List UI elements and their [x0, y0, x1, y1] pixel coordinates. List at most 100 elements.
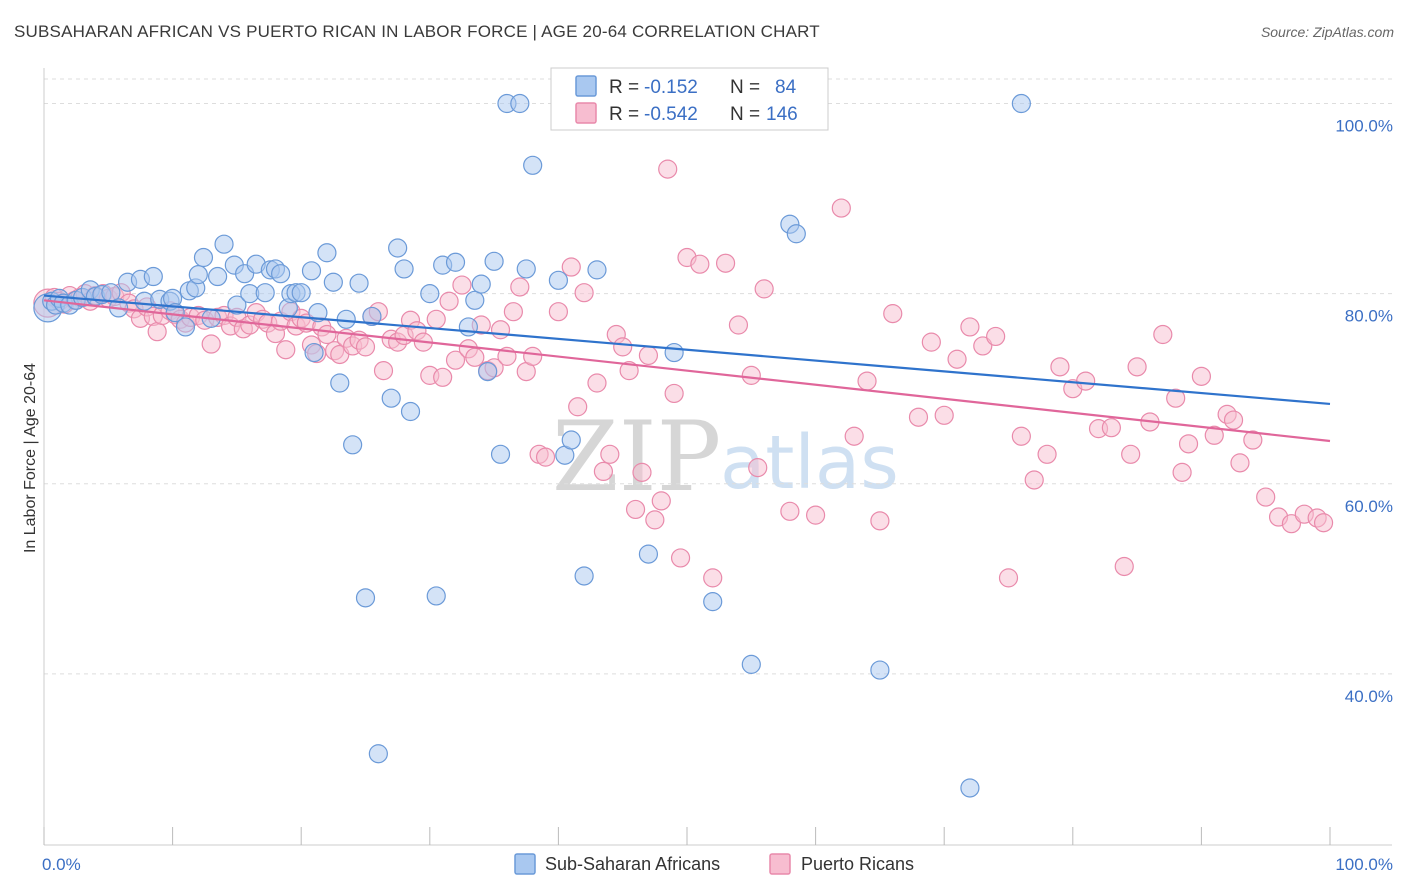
blue-point-56	[394, 259, 414, 279]
pink-point-127	[1024, 470, 1044, 490]
trend-lines	[43, 294, 1331, 443]
trend-line-blue	[43, 294, 1331, 406]
legend-r-value-pink: -0.542	[644, 104, 698, 125]
pink-point-116	[870, 511, 890, 531]
blue-point-43	[304, 342, 324, 363]
pink-point-75	[490, 320, 511, 340]
x-tick-label-min: 0.0%	[42, 855, 81, 874]
pink-point-94	[632, 462, 652, 482]
blue-point-46	[323, 272, 343, 292]
pink-point-105	[728, 315, 749, 335]
pink-point-115	[857, 371, 877, 391]
blue-point-84	[960, 778, 980, 798]
pink-point-143	[1204, 425, 1224, 445]
pink-point-133	[1101, 418, 1121, 438]
pink-point-129	[1050, 357, 1070, 377]
pink-point-83	[548, 302, 569, 322]
blue-point-27	[208, 266, 228, 287]
blue-point-59	[426, 586, 446, 606]
blue-point-64	[471, 274, 491, 294]
pink-point-138	[1153, 324, 1173, 345]
blue-point-76	[587, 260, 607, 280]
watermark-atlas: atlas	[720, 420, 899, 506]
pink-point-82	[535, 447, 556, 467]
pink-point-121	[947, 349, 967, 369]
trend-line-pink	[43, 299, 1331, 443]
pink-point-153	[1313, 513, 1334, 533]
chart-title: SUBSAHARAN AFRICAN VS PUERTO RICAN IN LA…	[14, 22, 820, 41]
pink-point-48	[317, 324, 337, 345]
blue-point-74	[561, 430, 581, 450]
correlation-legend: R = -0.152 N = 84 R = -0.542 N = 146	[550, 67, 829, 131]
pink-point-96	[645, 510, 665, 530]
pink-point-69	[452, 275, 472, 295]
blue-point-77	[638, 544, 659, 564]
pink-point-78	[510, 277, 530, 297]
pink-point-123	[973, 336, 993, 356]
pink-point-95	[638, 345, 659, 366]
pink-point-88	[593, 461, 614, 482]
pink-point-134	[1114, 556, 1134, 577]
blue-point-75	[574, 566, 594, 586]
blue-point-49	[343, 435, 363, 455]
series-legend: Sub-Saharan Africans Puerto Ricans	[514, 853, 914, 875]
pink-point-114	[844, 426, 864, 446]
pink-point-77	[503, 302, 523, 322]
pink-point-106	[741, 365, 761, 385]
blue-point-67	[490, 444, 511, 464]
bottom-legend-swatch-pink	[769, 853, 791, 875]
pink-point-142	[1191, 366, 1212, 386]
pink-point-99	[664, 383, 684, 404]
pink-point-84	[561, 257, 581, 277]
pink-point-141	[1178, 434, 1199, 454]
watermark-zip: ZIP	[552, 401, 721, 513]
pink-point-97	[651, 491, 671, 511]
blue-point-80	[741, 654, 761, 674]
pink-point-28	[201, 334, 221, 354]
pink-point-68	[445, 350, 466, 370]
blue-point-83	[870, 660, 890, 680]
blue-point-54	[381, 388, 401, 408]
pink-point-139	[1166, 388, 1186, 408]
axes	[43, 68, 1392, 846]
pink-point-85	[568, 397, 588, 417]
blue-point-79	[703, 592, 723, 612]
blue-point-52	[362, 306, 382, 327]
blue-point-16	[143, 266, 163, 287]
blue-point-55	[388, 238, 408, 258]
pink-point-104	[715, 253, 736, 273]
pink-point-87	[587, 373, 607, 393]
pink-point-40	[276, 340, 296, 360]
blue-point-61	[445, 252, 466, 272]
y-tick-label-80: 80.0%	[1345, 307, 1393, 326]
pink-point-110	[780, 501, 800, 521]
blue-point-42	[301, 261, 322, 281]
chart-source: Source: ZipAtlas.com	[1260, 24, 1394, 40]
blue-point-34	[255, 283, 275, 303]
blue-point-30	[227, 295, 247, 315]
pink-point-65	[426, 309, 446, 329]
blue-point-57	[400, 401, 421, 422]
pink-point-131	[1076, 371, 1096, 391]
pink-point-128	[1037, 444, 1057, 464]
blue-point-53	[368, 744, 388, 764]
blue-point-85	[1011, 93, 1031, 114]
blue-point-63	[465, 290, 485, 310]
pink-point-119	[921, 332, 941, 352]
pink-point-67	[439, 291, 459, 311]
pink-point-86	[574, 283, 594, 303]
pink-point-113	[831, 198, 851, 218]
legend-n-value-pink: 146	[766, 104, 798, 125]
pink-point-135	[1121, 444, 1141, 464]
blue-point-69	[510, 93, 530, 114]
blue-point-78	[664, 342, 684, 363]
pink-point-92	[619, 361, 639, 381]
blue-point-51	[355, 588, 376, 608]
bottom-legend-label-pink: Puerto Ricans	[801, 854, 914, 874]
pink-point-107	[748, 458, 768, 478]
pink-point-126	[1011, 426, 1031, 446]
legend-n-label-pink: N =	[730, 104, 760, 125]
y-axis-title: In Labor Force | Age 20-64	[22, 363, 39, 553]
pink-point-103	[703, 568, 723, 588]
